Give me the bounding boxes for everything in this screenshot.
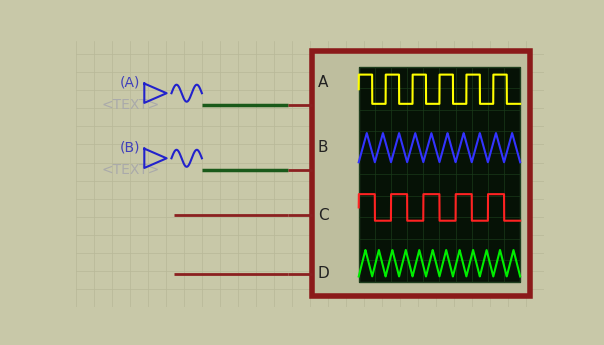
Bar — [359, 67, 520, 282]
Text: B: B — [318, 140, 329, 155]
Text: (B): (B) — [120, 141, 141, 155]
Text: <TEXT>: <TEXT> — [101, 163, 159, 177]
Text: <TEXT>: <TEXT> — [101, 98, 159, 112]
Text: A: A — [318, 75, 329, 90]
Text: C: C — [318, 208, 329, 223]
Text: (A): (A) — [120, 76, 140, 90]
Bar — [312, 51, 530, 296]
Text: D: D — [318, 266, 330, 281]
